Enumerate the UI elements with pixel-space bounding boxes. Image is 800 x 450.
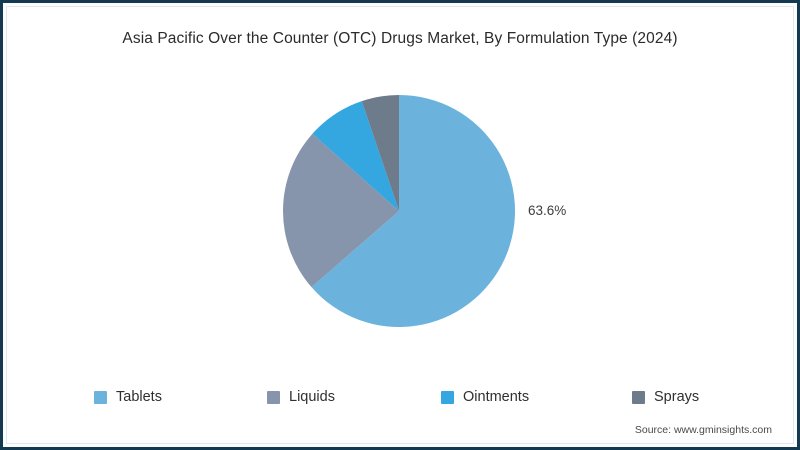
legend-label-liquids: Liquids <box>289 389 335 405</box>
legend-label-tablets: Tablets <box>116 389 162 405</box>
legend-item-tablets[interactable]: Tablets <box>94 390 162 405</box>
pie-chart-svg <box>283 95 515 327</box>
legend-label-ointments: Ointments <box>463 389 530 405</box>
pie-slice-value-label-tablets: 63.6% <box>528 203 567 218</box>
page-title: Asia Pacific Over the Counter (OTC) Drug… <box>122 30 678 47</box>
chart-legend: Tablets Liquids Ointments Sprays <box>0 390 800 412</box>
source-attribution: Source: www.gminsights.com <box>634 424 772 436</box>
pie-slice-tablets[interactable] <box>311 95 515 327</box>
legend-swatch-icon-ointments <box>441 390 454 404</box>
pie-slice-ointments[interactable] <box>312 101 399 211</box>
legend-item-ointments[interactable]: Ointments <box>441 390 529 405</box>
pie-slice-sprays[interactable] <box>361 95 399 211</box>
legend-item-sprays[interactable]: Sprays <box>632 390 699 405</box>
legend-item-liquids[interactable]: Liquids <box>267 390 335 405</box>
pie-chart <box>283 95 515 327</box>
pie-slice-liquids[interactable] <box>283 133 399 288</box>
legend-swatch-icon-liquids <box>267 390 280 404</box>
pie-slice-group <box>283 95 515 327</box>
legend-label-sprays: Sprays <box>654 389 700 405</box>
legend-swatch-icon-tablets <box>94 390 107 404</box>
legend-swatch-icon-sprays <box>632 390 645 404</box>
